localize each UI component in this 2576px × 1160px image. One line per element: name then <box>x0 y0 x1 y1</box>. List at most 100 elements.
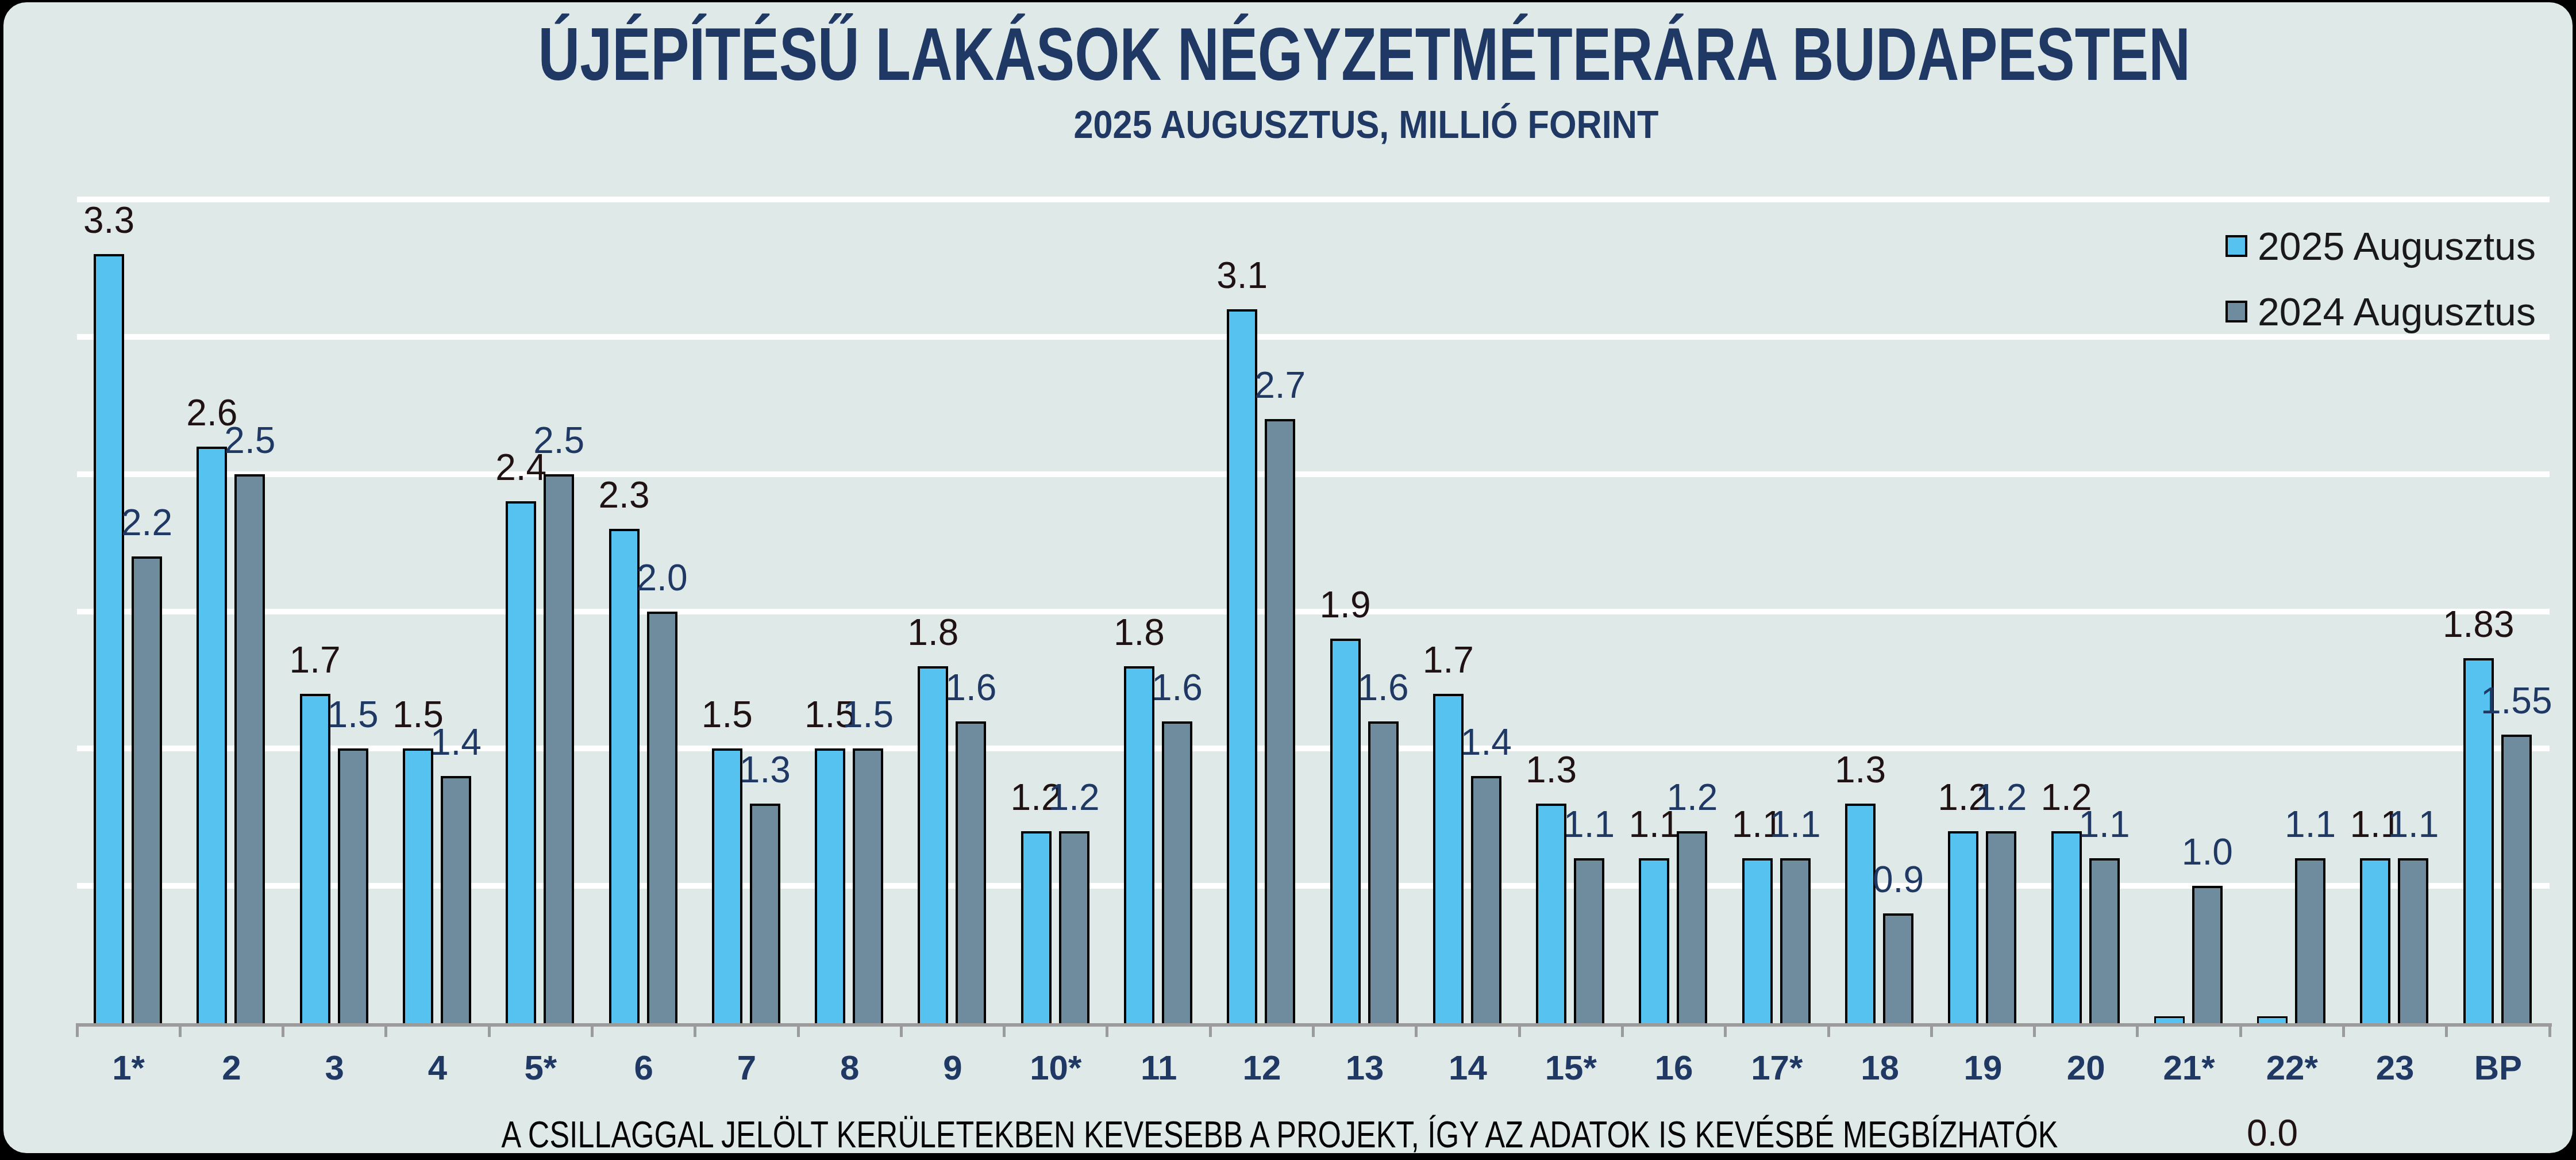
bar-2025-12 <box>1227 309 1257 1023</box>
bar-2024-2 <box>234 474 265 1023</box>
bar-2024-12 <box>1265 419 1295 1023</box>
bar-2025-14 <box>1433 694 1464 1023</box>
value-label: 1.2 <box>1976 779 2027 816</box>
x-label-5*: 5* <box>524 1051 557 1085</box>
bar-2024-15* <box>1574 858 1604 1023</box>
title-wrap: ÚJÉPÍTÉSŰ LAKÁSOK NÉGYZETMÉTERÁRA BUDAPE… <box>3 17 2576 91</box>
value-label: 1.8 <box>1114 614 1165 651</box>
x-label-10*: 10* <box>1030 1051 1081 1085</box>
x-label-20: 20 <box>2067 1051 2105 1085</box>
bar-2024-23 <box>2398 858 2428 1023</box>
x-label-19: 19 <box>1964 1051 2003 1085</box>
x-label-4: 4 <box>428 1051 447 1085</box>
chart-title: ÚJÉPÍTÉSŰ LAKÁSOK NÉGYZETMÉTERÁRA BUDAPE… <box>538 17 2190 91</box>
bar-2024-7 <box>750 804 780 1023</box>
legend: 2025 Augusztus 2024 Augusztus <box>2225 223 2536 354</box>
x-label-1*: 1* <box>112 1051 145 1085</box>
value-label: 1.5 <box>702 696 753 733</box>
value-label: 2.5 <box>533 422 584 459</box>
bar-2025-18 <box>1845 804 1876 1023</box>
bar-2025-2 <box>197 447 227 1023</box>
value-label: 1.6 <box>1358 669 1409 706</box>
gridline <box>77 334 2550 340</box>
bar-2025-1* <box>94 254 124 1023</box>
bar-2025-10* <box>1021 831 1052 1023</box>
x-label-21*: 21* <box>2163 1051 2215 1085</box>
gridline <box>77 471 2550 477</box>
bar-2025-7 <box>712 748 742 1023</box>
bar-2024-11 <box>1162 721 1192 1024</box>
value-label: 1.4 <box>430 724 482 760</box>
value-label: 1.8 <box>907 614 958 651</box>
value-label: 1.1 <box>1770 806 1821 843</box>
bar-2024-21* <box>2192 886 2223 1023</box>
value-label: 1.1 <box>2388 806 2439 843</box>
value-label: 1.55 <box>2481 682 2552 719</box>
bar-2024-14 <box>1471 776 1501 1023</box>
value-label: 1.5 <box>328 696 379 733</box>
x-label-15*: 15* <box>1545 1051 1597 1085</box>
value-label: 3.3 <box>83 202 134 239</box>
legend-swatch-icon <box>2225 301 2247 322</box>
bar-2024-BP <box>2501 735 2532 1023</box>
value-label: 3.1 <box>1216 257 1268 294</box>
value-label: 2.3 <box>599 477 650 513</box>
value-label: 1.4 <box>1461 724 1512 760</box>
bar-2025-9 <box>918 666 948 1023</box>
bar-2024-10* <box>1059 831 1089 1023</box>
bar-2024-8 <box>853 748 883 1023</box>
value-label: 1.9 <box>1320 586 1371 623</box>
value-label: 0.9 <box>1873 861 1924 898</box>
value-label: 1.1 <box>2079 806 2130 843</box>
legend-label: 2024 Augusztus <box>2258 289 2536 335</box>
bar-2025-13 <box>1330 639 1361 1023</box>
bar-2024-4 <box>441 776 471 1023</box>
value-label: 1.3 <box>1526 751 1577 788</box>
legend-item: 2024 Augusztus <box>2225 289 2536 335</box>
chart-subtitle: 2025 AUGUSZTUS, MILLIÓ FORINT <box>1073 105 1658 144</box>
bar-2025-4 <box>403 748 433 1023</box>
x-label-7: 7 <box>737 1051 756 1085</box>
bar-2024-9 <box>956 721 986 1024</box>
value-label: 2.2 <box>121 504 172 541</box>
x-label-14: 14 <box>1449 1051 1487 1085</box>
value-label: 1.2 <box>1049 779 1100 816</box>
value-label: 1.83 <box>2443 606 2515 643</box>
value-label: 2.7 <box>1254 367 1306 404</box>
x-label-23: 23 <box>2376 1051 2415 1085</box>
x-label-12: 12 <box>1243 1051 1281 1085</box>
legend-label: 2025 Augusztus <box>2258 223 2536 269</box>
bar-2025-21* <box>2154 1016 2185 1023</box>
value-label: 2.0 <box>637 559 688 596</box>
bar-2025-17* <box>1742 858 1773 1023</box>
gridline <box>77 197 2550 202</box>
bar-2024-17* <box>1780 858 1811 1023</box>
value-label: 2.5 <box>224 422 275 459</box>
subtitle-wrap: 2025 AUGUSZTUS, MILLIÓ FORINT <box>3 105 2576 144</box>
bar-2025-8 <box>815 748 845 1023</box>
bar-2024-6 <box>647 612 677 1024</box>
x-label-17*: 17* <box>1751 1051 1803 1085</box>
x-label-BP: BP <box>2474 1051 2522 1085</box>
value-label: 1.7 <box>1423 642 1474 678</box>
bar-2024-5* <box>544 474 574 1023</box>
bar-2024-20 <box>2089 858 2120 1023</box>
bar-2025-23 <box>2360 858 2390 1023</box>
x-label-16: 16 <box>1655 1051 1693 1085</box>
value-label: 1.3 <box>1835 751 1886 788</box>
bar-2024-19 <box>1986 831 2016 1023</box>
bar-2024-3 <box>338 748 368 1023</box>
chart-panel: ÚJÉPÍTÉSŰ LAKÁSOK NÉGYZETMÉTERÁRA BUDAPE… <box>3 2 2573 1153</box>
value-label: 1.6 <box>1152 669 1203 706</box>
x-label-9: 9 <box>943 1051 962 1085</box>
bar-2025-19 <box>1948 831 1978 1023</box>
chart-canvas: ÚJÉPÍTÉSŰ LAKÁSOK NÉGYZETMÉTERÁRA BUDAPE… <box>0 0 2576 1160</box>
footnote: A CSILLAGGAL JELÖLT KERÜLETEKBEN KEVESEB… <box>502 1116 2058 1153</box>
value-label: 1.5 <box>842 696 894 733</box>
x-label-8: 8 <box>840 1051 859 1085</box>
footnote-wrap: A CSILLAGGAL JELÖLT KERÜLETEKBEN KEVESEB… <box>3 1116 2556 1153</box>
value-label: 1.3 <box>740 751 791 788</box>
value-label: 1.6 <box>945 669 996 706</box>
value-label: 1.7 <box>290 642 341 678</box>
x-label-2: 2 <box>222 1051 241 1085</box>
